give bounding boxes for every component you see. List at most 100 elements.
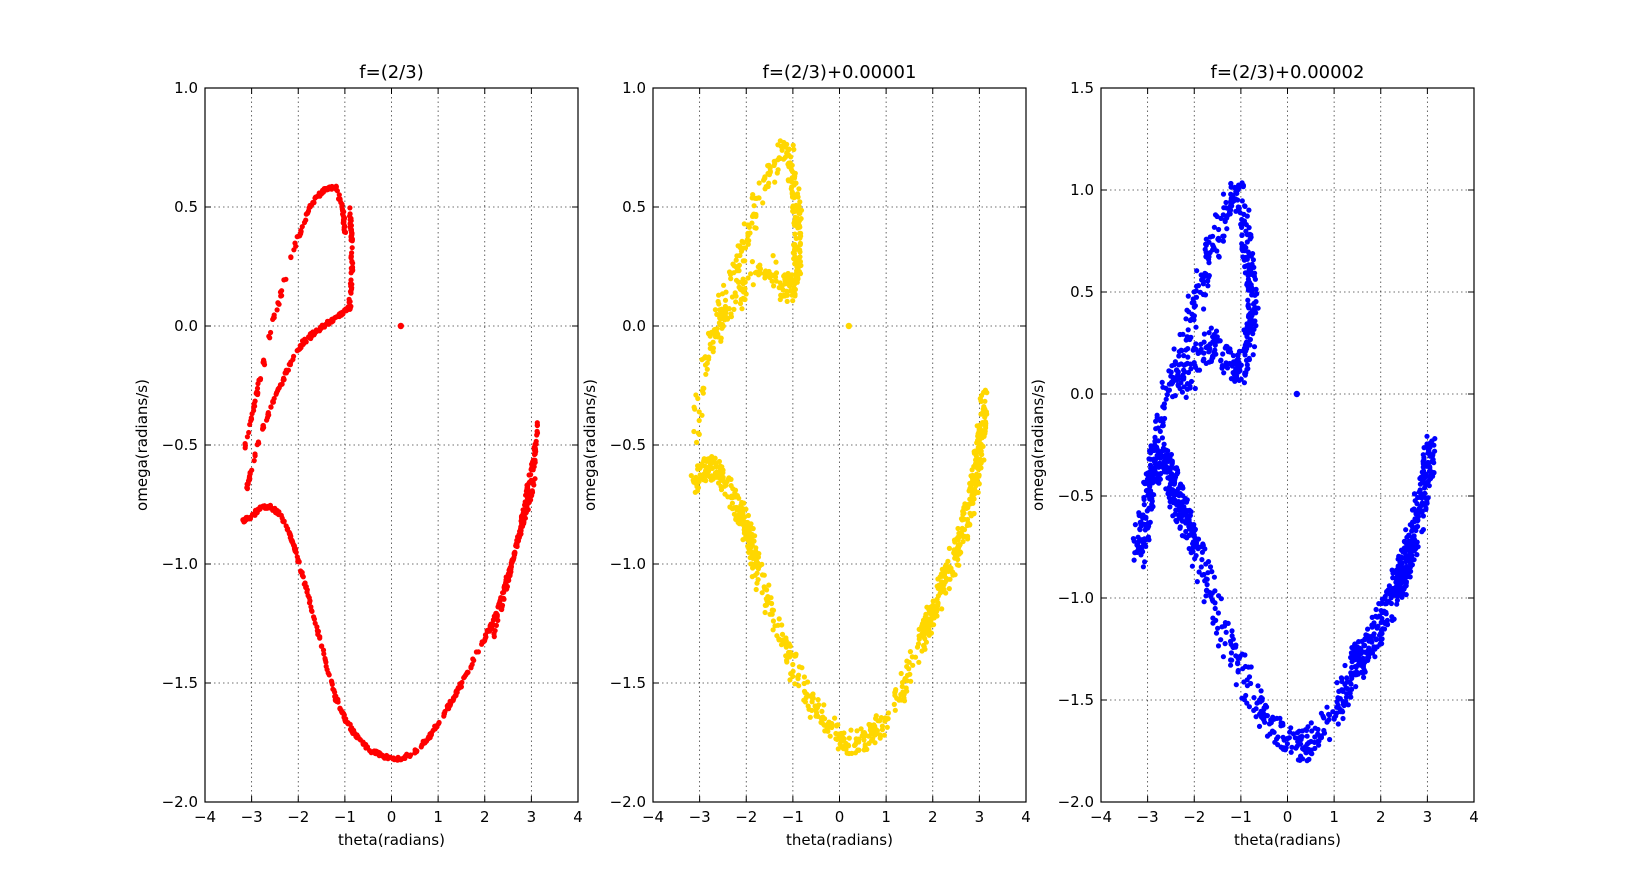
data-point bbox=[745, 241, 751, 247]
data-point bbox=[1407, 560, 1413, 566]
data-point bbox=[1280, 734, 1286, 740]
data-point bbox=[790, 142, 796, 148]
data-point bbox=[395, 755, 401, 762]
data-point bbox=[734, 493, 741, 499]
data-point bbox=[1335, 721, 1341, 727]
data-point bbox=[813, 707, 819, 713]
data-point bbox=[952, 555, 958, 561]
data-point bbox=[721, 316, 727, 322]
data-point bbox=[1312, 745, 1318, 752]
y-tick-label: −0.5 bbox=[1058, 487, 1094, 505]
data-point bbox=[1214, 248, 1220, 254]
data-point bbox=[1334, 704, 1340, 710]
data-point bbox=[307, 202, 313, 209]
data-point bbox=[1233, 653, 1239, 659]
data-point bbox=[762, 275, 768, 281]
data-point bbox=[1143, 515, 1149, 521]
data-point bbox=[710, 339, 716, 345]
x-tick-label: 3 bbox=[1423, 808, 1433, 826]
data-point bbox=[456, 685, 463, 691]
data-point bbox=[1207, 234, 1213, 240]
data-point bbox=[1173, 377, 1180, 383]
data-point bbox=[1237, 653, 1243, 660]
data-point bbox=[873, 713, 879, 719]
data-point bbox=[752, 572, 758, 578]
data-point bbox=[1228, 207, 1234, 213]
x-tick-label: 4 bbox=[573, 808, 583, 826]
data-point bbox=[791, 172, 798, 178]
data-point bbox=[974, 423, 980, 429]
data-point bbox=[762, 609, 768, 616]
data-point bbox=[339, 201, 345, 207]
data-point bbox=[718, 338, 724, 344]
data-point bbox=[281, 375, 287, 381]
x-tick-label: −3 bbox=[1137, 808, 1159, 826]
data-point bbox=[1379, 596, 1385, 602]
data-point bbox=[782, 276, 788, 282]
data-point bbox=[964, 516, 971, 523]
data-point bbox=[1244, 366, 1250, 372]
data-point bbox=[769, 607, 775, 613]
data-point bbox=[976, 466, 982, 472]
data-point bbox=[753, 554, 759, 560]
data-point bbox=[731, 306, 737, 312]
data-point bbox=[815, 697, 821, 703]
data-point bbox=[1239, 241, 1245, 247]
y-tick-label: −1.5 bbox=[1058, 691, 1094, 709]
data-point bbox=[1230, 643, 1236, 650]
data-point bbox=[790, 278, 796, 284]
data-point bbox=[714, 311, 720, 317]
data-point bbox=[1213, 328, 1220, 334]
data-point bbox=[1309, 728, 1315, 734]
data-point bbox=[722, 303, 729, 310]
data-point bbox=[772, 179, 778, 185]
data-point bbox=[1178, 481, 1184, 487]
data-point bbox=[935, 576, 941, 582]
data-point bbox=[1228, 650, 1234, 656]
data-point bbox=[1393, 589, 1399, 596]
data-point bbox=[772, 271, 778, 277]
data-point bbox=[1160, 445, 1166, 451]
data-point bbox=[1194, 367, 1201, 373]
data-point bbox=[268, 404, 274, 410]
data-point bbox=[1389, 567, 1395, 573]
data-point bbox=[1306, 740, 1312, 746]
data-point bbox=[715, 298, 721, 305]
data-point bbox=[531, 482, 537, 488]
x-tick-label: 2 bbox=[480, 808, 490, 826]
data-point bbox=[784, 659, 790, 665]
data-point bbox=[1208, 325, 1214, 331]
data-point bbox=[769, 278, 775, 284]
data-point bbox=[955, 544, 961, 551]
data-point bbox=[303, 217, 309, 223]
data-point bbox=[1415, 517, 1421, 523]
data-point bbox=[1409, 507, 1416, 513]
data-point bbox=[1383, 600, 1390, 607]
data-point bbox=[515, 538, 522, 544]
y-tick-label: −1.5 bbox=[610, 674, 646, 692]
data-point bbox=[1176, 349, 1182, 355]
data-point bbox=[1215, 610, 1221, 616]
data-point bbox=[1159, 379, 1165, 385]
data-point bbox=[801, 674, 808, 680]
data-point bbox=[1190, 539, 1196, 545]
data-point bbox=[796, 664, 803, 670]
data-point bbox=[436, 719, 442, 726]
data-point bbox=[736, 279, 742, 285]
data-point bbox=[252, 398, 258, 404]
data-point bbox=[853, 736, 859, 742]
data-point bbox=[720, 474, 726, 480]
y-tick-label: 1.0 bbox=[622, 79, 646, 97]
data-point bbox=[946, 586, 952, 592]
data-point bbox=[319, 322, 325, 328]
data-point bbox=[872, 740, 878, 746]
data-point bbox=[1141, 502, 1147, 508]
data-point bbox=[1353, 664, 1359, 670]
data-point bbox=[1165, 448, 1171, 454]
data-point bbox=[346, 296, 352, 302]
data-point bbox=[779, 147, 785, 153]
y-tick-label: 0.5 bbox=[622, 198, 646, 216]
data-point bbox=[956, 530, 962, 537]
data-point bbox=[936, 582, 942, 588]
data-point bbox=[1258, 711, 1264, 717]
